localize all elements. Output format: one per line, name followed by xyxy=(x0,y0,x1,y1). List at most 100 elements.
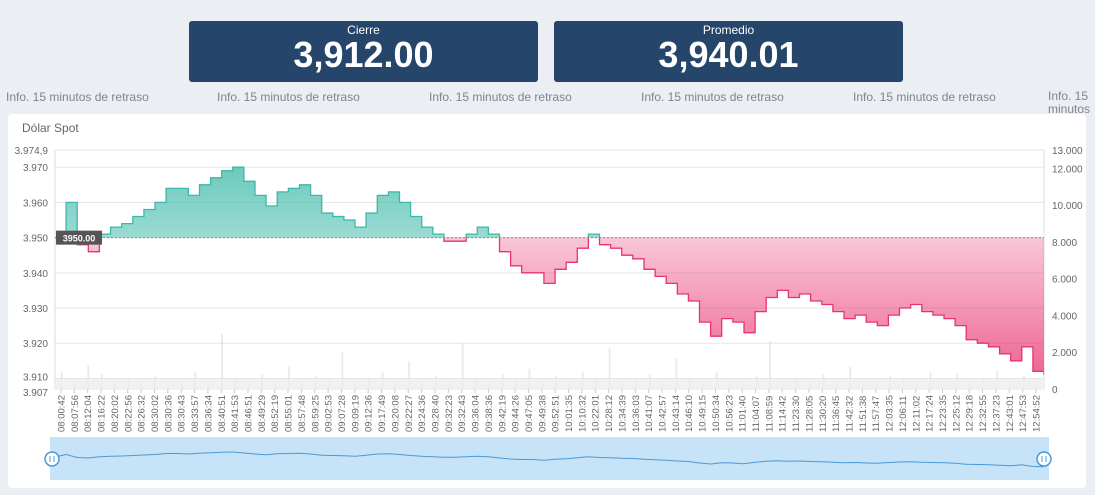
x-tick-label: 08:12:04 xyxy=(83,395,94,432)
x-tick-label: 12:37:23 xyxy=(991,395,1002,432)
x-tick-label: 09:32:23 xyxy=(444,395,455,432)
y-tick-label: 3.930 xyxy=(23,304,48,315)
x-tick-label: 10:36:03 xyxy=(631,395,642,432)
x-tick-label: 12:43:01 xyxy=(1005,395,1016,432)
cierre-label: Cierre xyxy=(347,23,380,37)
x-tick-label: 08:59:25 xyxy=(310,395,321,432)
volume-bar xyxy=(287,366,290,389)
baseline-label-bg xyxy=(56,230,102,245)
volume-bar xyxy=(408,361,411,389)
x-tick-label: 08:55:01 xyxy=(284,395,295,432)
down-line xyxy=(55,237,1044,375)
volume-bar xyxy=(87,365,90,389)
x-tick-label: 10:10:32 xyxy=(577,395,588,432)
x-tick-label: 08:07:56 xyxy=(70,395,81,432)
x-tick-label: 12:11:02 xyxy=(911,396,922,432)
x-tick-label: 11:08:59 xyxy=(764,396,775,432)
x-tick-label: 11:36:45 xyxy=(831,396,842,432)
x-tick-label: 08:52:19 xyxy=(270,395,281,432)
x-tick-label: 09:02:53 xyxy=(324,395,335,432)
y-tick-label: 3.950 xyxy=(23,234,48,245)
volume-bar xyxy=(221,333,224,389)
x-tick-label: 11:01:40 xyxy=(738,396,749,432)
x-tick-label: 10:46:10 xyxy=(684,395,695,432)
x-tick-label: 09:28:40 xyxy=(430,395,441,432)
x-tick-label: 11:23:30 xyxy=(791,396,802,432)
x-tick-label: 12:32:55 xyxy=(978,395,989,432)
y2-tick-label: 4.000 xyxy=(1052,311,1077,322)
x-tick-label: 08:00:42 xyxy=(57,395,68,432)
navigator-left-handle[interactable] xyxy=(44,451,60,467)
x-tick-label: 10:50:34 xyxy=(711,395,722,432)
x-tick-label: 08:41:53 xyxy=(230,395,241,432)
y2-tick-label: 0 xyxy=(1052,385,1058,396)
volume-band xyxy=(55,379,1044,389)
volume-bar xyxy=(341,352,344,389)
x-tick-label: 11:14:42 xyxy=(778,396,789,432)
y2-tick-label: 2.000 xyxy=(1052,348,1077,359)
x-tick-label: 09:38:36 xyxy=(484,395,495,432)
y2-tick-label: 6.000 xyxy=(1052,275,1077,286)
x-tick-label: 09:24:36 xyxy=(417,395,428,432)
x-tick-label: 09:52:51 xyxy=(551,395,562,432)
volume-bar xyxy=(675,357,678,389)
y2-tick-label: 8.000 xyxy=(1052,238,1077,249)
promedio-label: Promedio xyxy=(702,23,755,37)
x-tick-label: 09:42:19 xyxy=(497,395,508,432)
y2-tick-label: 13.000 xyxy=(1052,146,1083,157)
navigator-right-handle[interactable] xyxy=(1036,451,1052,467)
delay-info: Info. 15 minutos de retraso xyxy=(217,90,360,104)
x-tick-label: 12:25:12 xyxy=(951,395,962,432)
promedio-value: 3,940.01 xyxy=(658,34,799,75)
x-tick-label: 10:49:15 xyxy=(698,395,709,432)
x-tick-label: 10:01:35 xyxy=(564,395,575,432)
y-tick-label: 3.970 xyxy=(23,163,48,174)
cierre-box: Cierre 3,912.00 xyxy=(189,21,538,82)
x-tick-label: 10:22:01 xyxy=(591,395,602,432)
x-tick-label: 09:20:08 xyxy=(390,395,401,432)
x-tick-label: 09:07:28 xyxy=(337,395,348,432)
x-tick-label: 08:33:57 xyxy=(190,395,201,432)
x-tick-label: 12:06:11 xyxy=(898,396,909,432)
up-line xyxy=(55,166,601,238)
x-tick-label: 08:20:02 xyxy=(110,395,121,432)
x-tick-label: 09:12:36 xyxy=(364,395,375,432)
x-tick-label: 12:54:52 xyxy=(1032,395,1043,432)
x-tick-label: 12:47:53 xyxy=(1018,395,1029,432)
y-tick-label: 3.960 xyxy=(23,198,48,209)
down-area xyxy=(77,237,1044,375)
x-tick-label: 08:26:32 xyxy=(137,395,148,432)
x-tick-label: 12:17:24 xyxy=(925,395,936,432)
y-tick-label: 3.907 xyxy=(23,388,48,399)
x-tick-label: 12:03:35 xyxy=(885,395,896,432)
volume-bar xyxy=(608,348,611,389)
x-tick-label: 10:34:39 xyxy=(617,395,628,432)
x-tick-label: 09:09:19 xyxy=(350,395,361,432)
x-tick-label: 09:44:26 xyxy=(511,395,522,432)
x-tick-label: 10:56:23 xyxy=(724,395,735,432)
x-tick-label: 10:43:14 xyxy=(671,395,682,432)
navigator-range xyxy=(50,437,1049,480)
handle-circle xyxy=(1036,451,1052,467)
navigator-line xyxy=(54,451,1045,468)
x-tick-label: 08:36:34 xyxy=(203,395,214,432)
x-tick-label: 09:36:04 xyxy=(471,395,482,432)
handle-circle xyxy=(44,451,60,467)
x-tick-label: 08:22:56 xyxy=(123,395,134,432)
x-tick-label: 10:28:12 xyxy=(604,395,615,432)
x-tick-label: 11:30:20 xyxy=(818,396,829,432)
x-tick-label: 10:41:07 xyxy=(644,395,655,432)
x-tick-label: 09:47:05 xyxy=(524,395,535,432)
x-tick-label: 08:30:36 xyxy=(163,395,174,432)
x-tick-label: 10:42:57 xyxy=(658,395,669,432)
x-tick-label: 11:28:05 xyxy=(804,396,815,432)
x-tick-label: 11:57:47 xyxy=(871,396,882,432)
volume-bar xyxy=(528,368,531,389)
delay-info: Info. 15 minutos de retraso xyxy=(429,90,572,104)
volume-bar xyxy=(461,343,464,389)
x-tick-label: 08:49:29 xyxy=(257,395,268,432)
y-tick-label: 3.910 xyxy=(23,372,48,383)
x-tick-label: 09:22:27 xyxy=(404,395,415,432)
volume-bar xyxy=(849,366,852,389)
baseline-label: 3950.00 xyxy=(63,234,96,244)
